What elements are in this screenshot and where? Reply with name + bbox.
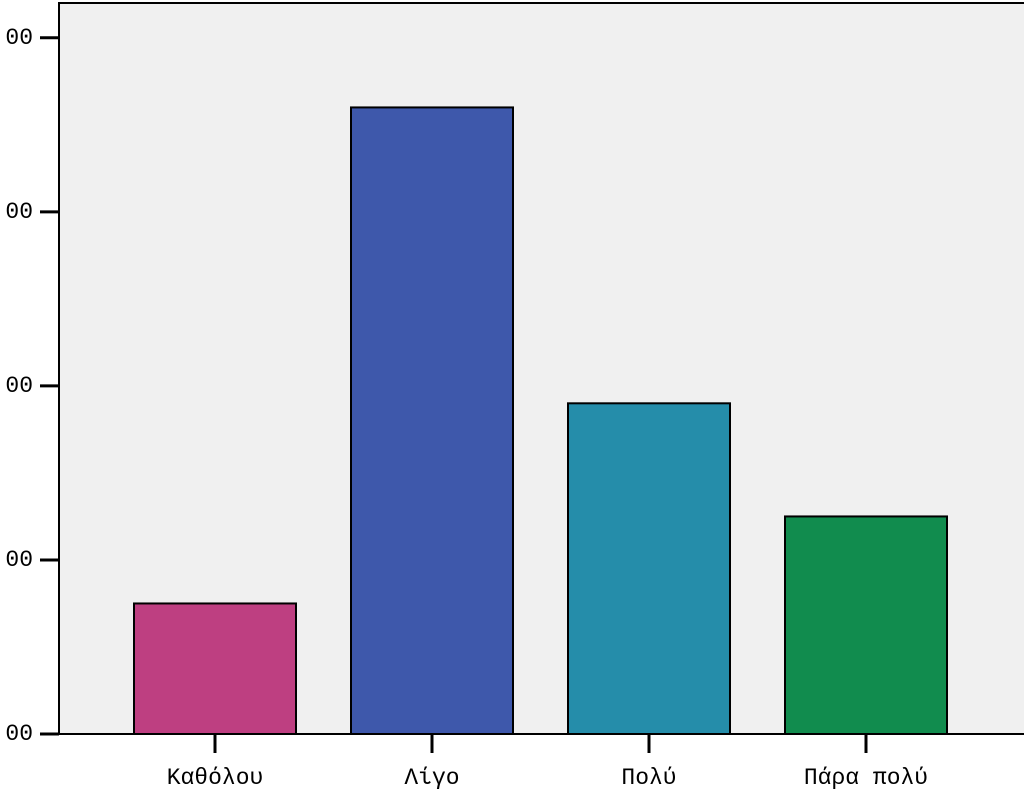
y-tick-label: 00	[5, 25, 33, 51]
y-tick-label: 00	[5, 721, 33, 747]
bar	[350, 106, 514, 735]
bar	[133, 602, 297, 736]
bar	[784, 515, 948, 736]
x-tick-label: Καθόλου	[167, 765, 264, 791]
x-tick-label: Πολύ	[621, 765, 676, 791]
x-tick-label: Λίγο	[404, 765, 459, 791]
y-tick-label: 00	[5, 547, 33, 573]
bar	[567, 402, 731, 735]
y-tick-label: 00	[5, 199, 33, 225]
y-tick-label: 00	[5, 373, 33, 399]
x-tick-label: Πάρα πολύ	[804, 765, 928, 791]
